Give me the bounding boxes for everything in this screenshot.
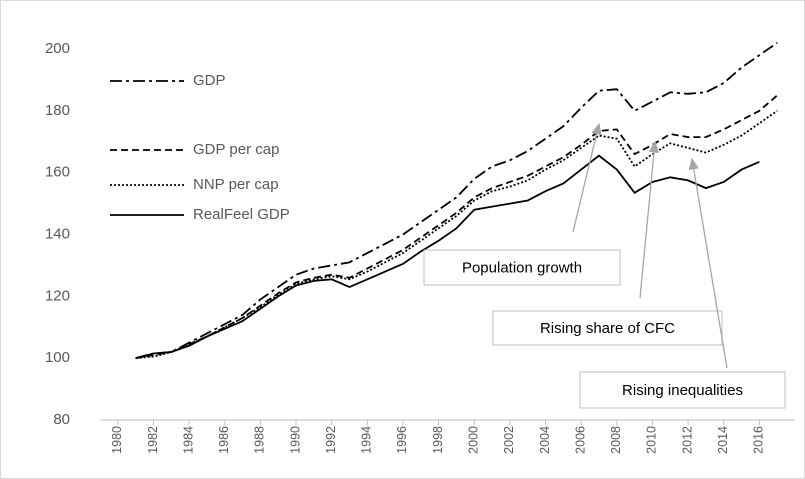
x-tick-label: 1984 [181, 426, 195, 454]
x-tick-label: 1982 [146, 426, 160, 454]
legend-label: NNP per cap [193, 176, 279, 193]
series-line [135, 94, 778, 360]
x-tick-label: 2008 [609, 426, 623, 454]
annotation: Population growth [423, 122, 621, 286]
y-tick-label: 180 [45, 102, 70, 119]
annotation-arrow [688, 157, 728, 369]
annotation-box [423, 249, 621, 286]
annotation-box [492, 310, 723, 346]
x-tick-label: 1990 [288, 426, 302, 454]
y-tick-label: 200 [45, 40, 70, 57]
legend-label: RealFeel GDP [193, 206, 290, 223]
series-line [135, 110, 778, 360]
x-tick-label: 2004 [538, 426, 552, 454]
annotation-text: Rising inequalities [622, 382, 743, 399]
x-tick-label: 2000 [467, 426, 481, 454]
x-tick-label: 2006 [573, 426, 587, 454]
series-line [135, 154, 760, 360]
annotation: Rising inequalities [579, 157, 786, 409]
x-tick-label: 2010 [645, 426, 659, 454]
annotation-arrow [572, 122, 602, 233]
y-tick-label: 140 [45, 225, 70, 242]
x-tick-label: 2002 [502, 426, 516, 454]
annotation-text: Population growth [462, 259, 582, 276]
x-tick-label: 1988 [253, 426, 267, 454]
x-tick-label: 1994 [360, 426, 374, 454]
annotation-arrow [639, 140, 660, 299]
y-tick-label: 120 [45, 287, 70, 304]
x-tick-label: 1980 [110, 426, 124, 454]
annotation: Rising share of CFC [492, 140, 723, 346]
legend-label: GDP per cap [193, 141, 279, 158]
x-tick-label: 1992 [324, 426, 338, 454]
series-line [135, 42, 778, 360]
x-tick-label: 2014 [716, 426, 730, 454]
annotation-text: Rising share of CFC [540, 320, 675, 337]
y-tick-label: 160 [45, 164, 70, 181]
annotation-box [579, 371, 786, 409]
x-tick-label: 1996 [395, 426, 409, 454]
x-tick-label: 2012 [680, 426, 694, 454]
x-tick-label: 2016 [752, 426, 766, 454]
y-tick-label: 80 [53, 411, 70, 428]
legend-label: GDP [193, 72, 226, 89]
y-tick-label: 100 [45, 349, 70, 366]
x-tick-label: 1998 [431, 426, 445, 454]
x-tick-label: 1986 [217, 426, 231, 454]
